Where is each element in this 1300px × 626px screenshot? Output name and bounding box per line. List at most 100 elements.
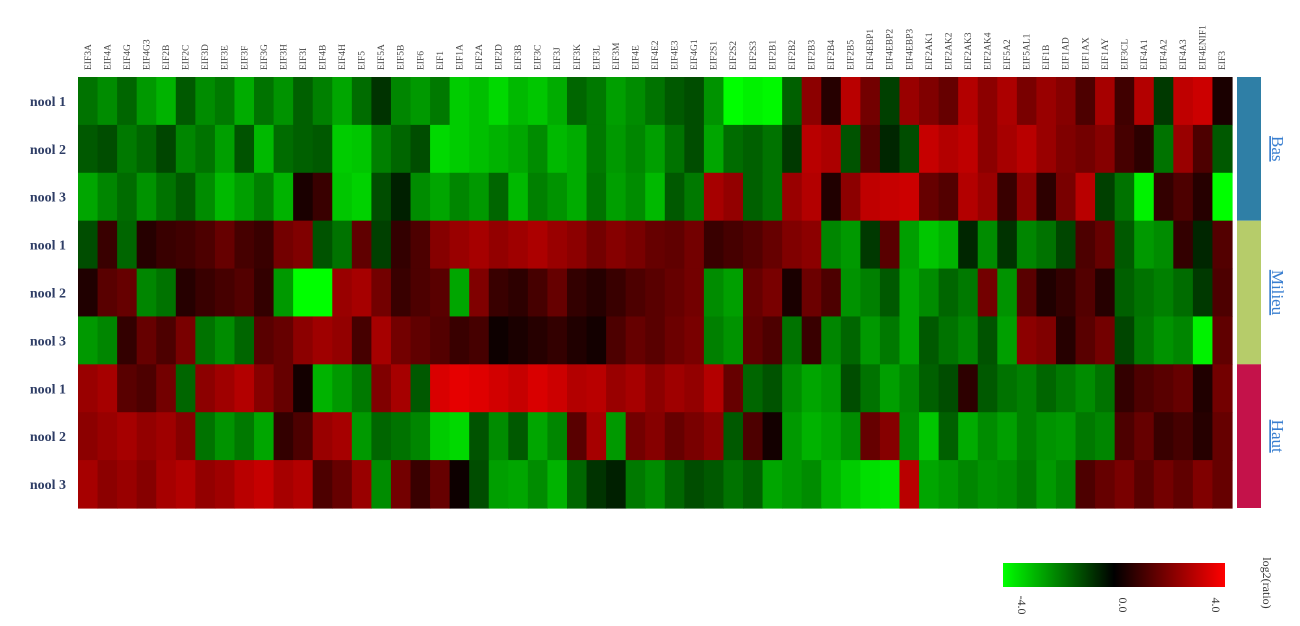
heatmap-cell xyxy=(645,172,666,222)
heatmap-cell xyxy=(156,77,177,126)
heatmap-cell xyxy=(371,172,392,222)
heatmap-cell xyxy=(254,220,275,270)
heatmap-cell xyxy=(332,460,353,509)
heatmap-cell xyxy=(351,268,372,318)
heatmap-cell xyxy=(351,172,372,222)
row-label: nool 2 xyxy=(30,287,66,302)
heatmap-cell xyxy=(78,316,99,365)
heatmap-cell xyxy=(293,460,314,509)
column-label: EIF3CL xyxy=(1120,39,1130,70)
heatmap-cell xyxy=(938,460,959,509)
heatmap-cell xyxy=(919,364,940,413)
heatmap-cell xyxy=(1173,77,1194,126)
heatmap-cell xyxy=(782,124,803,174)
heatmap-cell xyxy=(117,220,138,270)
heatmap-cell xyxy=(606,460,627,509)
heatmap-cell xyxy=(293,220,314,270)
heatmap-cell xyxy=(488,172,509,222)
column-label: EIF4G xyxy=(123,44,133,70)
heatmap-cell xyxy=(723,460,744,509)
heatmap-cell xyxy=(78,172,99,222)
heatmap-cell xyxy=(1134,172,1155,222)
heatmap-cell xyxy=(762,316,783,365)
heatmap-cell xyxy=(958,412,979,461)
column-label: EIF5A xyxy=(377,44,387,70)
column-label: EIF4A xyxy=(103,44,113,70)
heatmap-cell xyxy=(664,172,685,222)
heatmap-cell xyxy=(762,124,783,174)
heatmap-cell xyxy=(664,412,685,461)
heatmap-cell xyxy=(801,268,822,318)
heatmap-cell xyxy=(527,364,549,413)
heatmap-cell xyxy=(1016,460,1038,509)
heatmap-cell xyxy=(821,460,842,509)
heatmap-cell xyxy=(449,220,470,270)
row-labels: nool 1 nool 2 nool 3 nool 1 nool 2 nool 3 nool… xyxy=(30,95,66,493)
heatmap-cell xyxy=(273,412,294,461)
heatmap-cell xyxy=(371,364,392,413)
heatmap-cell xyxy=(782,268,803,318)
heatmap-cell xyxy=(234,412,255,461)
heatmap-cell xyxy=(508,460,529,509)
heatmap-cell xyxy=(625,316,646,365)
heatmap-cell xyxy=(1095,77,1116,126)
heatmap-cell xyxy=(879,124,901,174)
heatmap-cell xyxy=(234,220,255,270)
heatmap-cell xyxy=(527,316,549,365)
heatmap-cell xyxy=(1153,268,1174,318)
heatmap-cell xyxy=(547,268,568,318)
heatmap-cell xyxy=(254,124,275,174)
heatmap-cell xyxy=(879,220,901,270)
heatmap-cell xyxy=(136,124,157,174)
heatmap-cell xyxy=(78,220,99,270)
heatmap-cell xyxy=(312,124,333,174)
heatmap-cell xyxy=(136,268,157,318)
heatmap-cell xyxy=(684,412,705,461)
column-label: EIF4E2 xyxy=(651,40,661,70)
heatmap-cell xyxy=(488,412,509,461)
heatmap-cell xyxy=(938,220,959,270)
heatmap-cell xyxy=(410,77,431,126)
heatmap-cell xyxy=(1055,172,1077,222)
heatmap-cell xyxy=(410,124,431,174)
heatmap-cell xyxy=(1134,124,1155,174)
column-label: EIF4EBP1 xyxy=(866,29,876,70)
heatmap-cell xyxy=(1134,316,1155,365)
heatmap-cell xyxy=(821,124,842,174)
heatmap-cell xyxy=(977,220,998,270)
heatmap-cell xyxy=(860,77,881,126)
heatmap-cell xyxy=(879,268,901,318)
heatmap-cell xyxy=(293,364,314,413)
heatmap-cell xyxy=(1173,172,1194,222)
heatmap-cell xyxy=(1153,220,1174,270)
heatmap-cell xyxy=(684,316,705,365)
heatmap-cell xyxy=(821,412,842,461)
heatmap-cell xyxy=(566,77,588,126)
heatmap-cell xyxy=(410,412,431,461)
heatmap-cell xyxy=(332,124,353,174)
heatmap-cell xyxy=(958,220,979,270)
heatmap-cell xyxy=(919,460,940,509)
heatmap-cell xyxy=(782,364,803,413)
heatmap-cell xyxy=(1036,77,1057,126)
heatmap-cell xyxy=(1153,124,1174,174)
heatmap-cell xyxy=(175,316,196,365)
row-label: nool 3 xyxy=(30,478,66,493)
column-label: EIF5AL1 xyxy=(1023,33,1033,70)
heatmap-cell xyxy=(273,77,294,126)
heatmap-cell xyxy=(1016,172,1038,222)
heatmap-cell xyxy=(1134,460,1155,509)
heatmap-cell xyxy=(860,220,881,270)
heatmap-cell xyxy=(958,124,979,174)
heatmap-cell xyxy=(156,172,177,222)
column-label: EIF2B5 xyxy=(847,40,857,70)
column-label: EIF4A2 xyxy=(1160,39,1170,70)
row-label: nool 3 xyxy=(30,334,66,349)
column-label: EIF3K xyxy=(573,44,583,70)
heatmap-cell xyxy=(840,220,861,270)
heatmap-cell xyxy=(625,172,646,222)
heatmap-cell xyxy=(410,220,431,270)
heatmap-cell xyxy=(293,412,314,461)
heatmap-cell xyxy=(1212,172,1233,222)
